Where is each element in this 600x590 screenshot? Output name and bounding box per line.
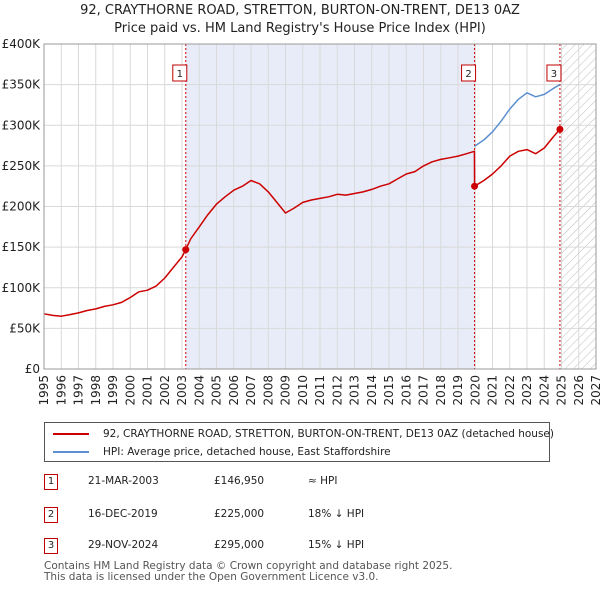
x-tick-label: 2013 [348,375,362,406]
x-tick-label: 2012 [330,375,344,406]
y-tick-label: £150K [2,240,42,254]
x-tick-label: 2008 [261,375,275,406]
x-tick-label: 2018 [434,375,448,406]
x-tick-label: 2009 [279,375,293,406]
price-chart: 92, CRAYTHORNE ROAD, STRETTON, BURTON-ON… [2,3,600,406]
x-tick-label: 2017 [417,375,431,406]
chart-subtitle: Price paid vs. HM Land Registry's House … [114,21,486,36]
y-tick-label: £350K [2,78,42,92]
sale-badge: 1 [44,474,58,490]
sale-price: £146,950 [214,475,265,487]
x-tick-label: 2025 [555,375,569,406]
sale-hpi-comparison: ≈ HPI [308,475,338,487]
x-tick-label: 1995 [37,375,51,406]
y-tick-label: £300K [2,118,42,132]
x-tick-label: 2005 [210,375,224,406]
y-tick-label: £200K [2,200,42,214]
footer-licence: This data is licensed under the Open Gov… [44,571,379,583]
sale-point [556,125,564,133]
plot-border [43,43,597,370]
x-tick-label: 2000 [123,375,137,406]
x-tick-label: 2003 [175,375,189,406]
x-tick-label: 2015 [382,375,396,406]
sale-date: 16-DEC-2019 [88,508,158,520]
sale-number-label: 3 [551,69,557,80]
x-tick-label: 1999 [106,375,120,406]
sale-number-label: 1 [177,69,183,80]
legend-item-property: 92, CRAYTHORNE ROAD, STRETTON, BURTON-ON… [53,425,554,443]
x-tick-label: 1996 [54,375,68,406]
sale-badge: 2 [44,507,58,523]
sale-badge: 3 [44,538,58,554]
sale-hpi-comparison: 15% ↓ HPI [308,539,365,551]
series-line [473,83,561,148]
x-tick-label: 2023 [520,375,534,406]
x-tick-label: 2022 [503,375,517,406]
sale-date: 21-MAR-2003 [88,475,159,487]
sale-row-3: 3 29-NOV-2024 £295,000 15% ↓ HPI [44,538,564,556]
legend: 92, CRAYTHORNE ROAD, STRETTON, BURTON-ON… [44,422,554,462]
footer: Contains HM Land Registry data © Crown c… [44,561,452,583]
legend-item-hpi: HPI: Average price, detached house, East… [53,443,391,461]
y-tick-label: £250K [2,159,42,173]
x-tick-label: 2019 [451,375,465,406]
series-line [43,128,561,317]
x-tick-label: 2014 [365,375,379,406]
sale-point [471,182,479,190]
x-tick-label: 2010 [296,375,310,406]
sale-number-label: 2 [465,69,471,80]
legend-swatch-hpi [53,451,89,453]
x-tick-label: 2007 [244,375,258,406]
x-tick-label: 2024 [537,375,551,406]
chart-title: 92, CRAYTHORNE ROAD, STRETTON, BURTON-ON… [80,3,520,18]
x-tick-label: 2020 [468,375,482,406]
y-tick-label: £50K [9,321,41,335]
legend-label-hpi: HPI: Average price, detached house, East… [103,446,391,458]
x-tick-label: 2006 [227,375,241,406]
sale-hpi-comparison: 18% ↓ HPI [308,508,365,520]
sale-point [182,246,190,254]
y-tick-label: £400K [2,37,42,51]
footer-copyright: Contains HM Land Registry data © Crown c… [44,560,453,572]
sale-date: 29-NOV-2024 [88,539,159,551]
sale-row-1: 1 21-MAR-2003 £146,950 ≈ HPI [44,474,564,492]
x-tick-label: 2004 [192,375,206,406]
x-tick-label: 1998 [89,375,103,406]
sale-price: £225,000 [214,508,265,520]
sale-number-box [461,64,477,82]
x-tick-label: 2001 [141,375,155,406]
y-tick-label: £100K [2,281,42,295]
x-tick-label: 2021 [486,375,500,406]
x-tick-label: 2016 [399,375,413,406]
sale-price: £295,000 [214,539,265,551]
x-tick-label: 2027 [589,375,600,406]
sale-number-box [172,64,188,82]
legend-label-property: 92, CRAYTHORNE ROAD, STRETTON, BURTON-ON… [103,428,554,440]
sale-row-2: 2 16-DEC-2019 £225,000 18% ↓ HPI [44,507,564,525]
y-tick-label: £0 [25,362,40,376]
legend-swatch-property [53,433,89,435]
x-tick-label: 2011 [313,375,327,406]
x-tick-label: 2002 [158,375,172,406]
sale-number-box [546,64,562,82]
x-tick-label: 2026 [572,375,586,406]
x-tick-label: 1997 [72,375,86,406]
